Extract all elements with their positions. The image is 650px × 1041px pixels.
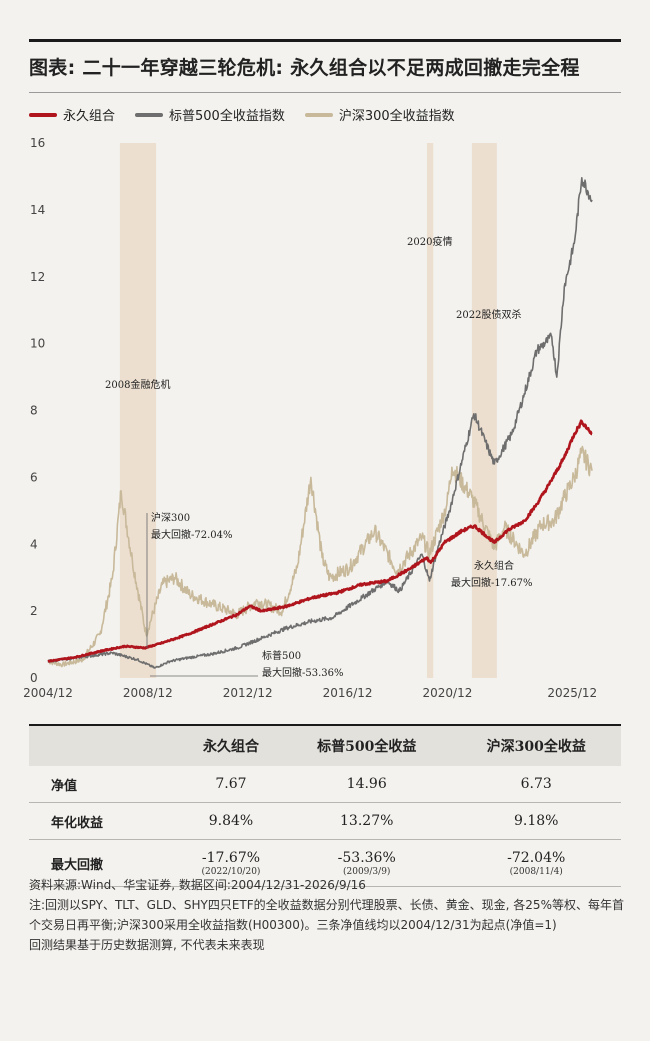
row-label-nav: 净值	[29, 766, 180, 803]
y-tick-label: 8	[30, 404, 38, 418]
y-tick-label: 6	[30, 470, 38, 484]
note-source: 资料来源:Wind、华宝证券, 数据区间:2004/12/31-2026/9/1…	[29, 878, 366, 892]
annotation-2022-stock-bond: 2022股债双杀	[456, 308, 521, 321]
x-tick-label: 2004/12	[23, 686, 73, 700]
y-tick-label: 16	[30, 136, 45, 150]
x-tick-label: 2020/12	[423, 686, 473, 700]
drawdown-date-csi300: (2008/11/4)	[509, 866, 563, 877]
drawdown-value-csi300: -72.04%	[507, 849, 566, 866]
note-disclaimer: 回测结果基于历史数据测算, 不代表未来表现	[29, 938, 265, 952]
x-tick-label: 2025/12	[547, 686, 597, 700]
line-chart: 0 2 4 6 8 10 12 14 16 2004/12 2008/12 2012/12 2016/1…	[23, 136, 597, 700]
stats-header-permanent: 永久组合	[180, 724, 282, 766]
annotation-permanent-drawdown: 最大回撤-17.67%	[451, 576, 533, 589]
footnotes: 资料来源:Wind、华宝证券, 数据区间:2004/12/31-2026/9/1…	[29, 875, 629, 955]
series-line-permanent	[47, 419, 593, 663]
cell-return-permanent: 9.84%	[180, 802, 282, 840]
chart-title: 图表: 二十一年穿越三轮危机: 永久组合以不足两成回撤走完全程	[29, 57, 580, 79]
y-tick-label: 2	[30, 604, 38, 618]
cell-nav-permanent: 7.67	[180, 766, 282, 803]
x-tick-label: 2016/12	[323, 686, 373, 700]
cell-return-csi300: 9.18%	[451, 802, 621, 840]
legend-label-sp500: 标普500全收益指数	[169, 109, 285, 124]
legend-swatch-sp500	[135, 112, 164, 117]
stats-header-sp500: 标普500全收益	[281, 724, 452, 766]
shaded-period-1	[426, 143, 434, 678]
top-rule	[29, 39, 621, 42]
legend-label-permanent: 永久组合	[63, 109, 116, 124]
legend-item-csi300: 沪深300全收益指数	[304, 105, 455, 124]
stats-header-csi300: 沪深300全收益	[451, 724, 621, 766]
stats-header-row: 永久组合 标普500全收益 沪深300全收益	[29, 724, 621, 766]
drawdown-date-sp500: (2009/3/9)	[342, 866, 391, 877]
row-label-max-drawdown: 最大回撤	[29, 839, 180, 887]
table-row: 最大回撤 -17.67% (2022/10/20) -53.36% (2009/3/…	[29, 839, 621, 887]
legend-item-permanent: 永久组合	[29, 105, 115, 124]
stats-header-blank	[29, 724, 180, 766]
cell-nav-sp500: 14.96	[281, 766, 452, 803]
legend-swatch-permanent	[29, 112, 57, 117]
table-row: 净值 7.67 14.96 6.73	[29, 766, 621, 803]
title-divider	[29, 92, 621, 93]
y-tick-label: 0	[30, 671, 38, 685]
note-method-1: 注:回测以SPY、TLT、GLD、SHY四只ETF的全收益数据分别代理股票、长债…	[29, 898, 624, 912]
cell-drawdown-permanent: -17.67% (2022/10/20)	[180, 839, 282, 887]
drawdown-value-sp500: -53.36%	[337, 849, 396, 866]
drawdown-value-permanent: -17.67%	[201, 849, 261, 866]
annotation-permanent-label: 永久组合	[474, 559, 514, 572]
note-method-2: 个交易日再平衡;沪深300采用全收益指数(H00300)。三条净值线均以2004…	[29, 918, 557, 932]
legend: 永久组合 标普500全收益指数 沪深300全收益指数	[29, 105, 455, 124]
annotation-2020-pandemic: 2020疫情	[407, 235, 452, 248]
annotation-2008-crisis: 2008金融危机	[105, 378, 170, 391]
shaded-period-2	[471, 143, 497, 678]
row-label-annual-return: 年化收益	[29, 802, 180, 840]
cell-drawdown-csi300: -72.04% (2008/11/4)	[451, 839, 621, 887]
y-tick-label: 12	[30, 270, 45, 284]
series-line-sp500	[47, 177, 593, 669]
legend-label-csi300: 沪深300全收益指数	[338, 109, 455, 124]
cell-nav-csi300: 6.73	[451, 766, 621, 803]
annotation-sp500-drawdown: 最大回撤-53.36%	[262, 666, 344, 679]
legend-swatch-csi300	[304, 112, 333, 117]
cell-drawdown-sp500: -53.36% (2009/3/9)	[281, 839, 452, 887]
annotation-sp500-label: 标普500	[262, 649, 301, 662]
legend-item-sp500: 标普500全收益指数	[135, 105, 285, 124]
y-tick-label: 14	[30, 203, 45, 217]
table-row: 年化收益 9.84% 13.27% 9.18%	[29, 802, 621, 840]
y-tick-label: 10	[30, 337, 45, 351]
x-tick-label: 2012/12	[223, 686, 273, 700]
stats-table: 永久组合 标普500全收益 沪深300全收益 净值 7.67 14.96 6.7…	[29, 724, 621, 887]
drawdown-date-permanent: (2022/10/20)	[201, 866, 261, 877]
annotation-csi300-drawdown: 最大回撤-72.04%	[151, 528, 233, 541]
y-tick-label: 4	[30, 537, 38, 551]
x-tick-label: 2008/12	[123, 686, 173, 700]
annotation-csi300-label: 沪深300	[151, 511, 190, 524]
cell-return-sp500: 13.27%	[281, 802, 452, 840]
